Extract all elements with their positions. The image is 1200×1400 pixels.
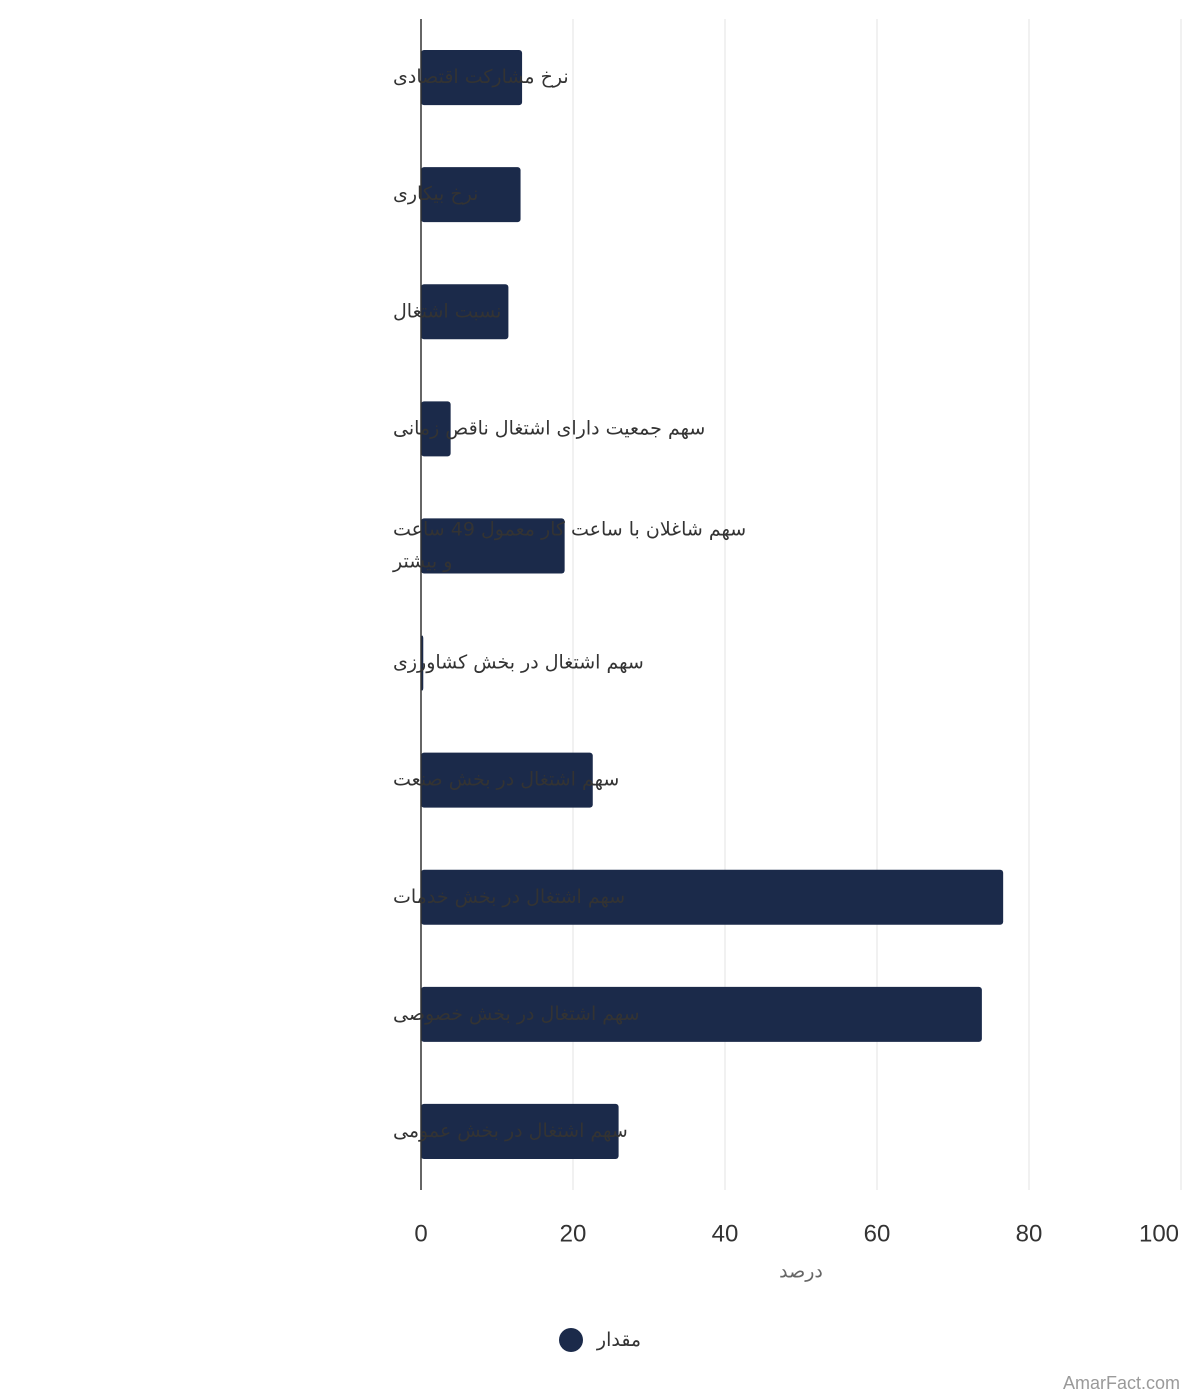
category-label: سهم شاغلان با ساعت کار معمول 49 ساعت <box>393 518 746 540</box>
category-label: نرخ مشارکت اقتصادی <box>393 66 569 88</box>
category-label: نسبت اشتغال <box>393 300 501 322</box>
bar[interactable] <box>421 1103 619 1159</box>
credit-text: AmarFact.com <box>1062 1373 1180 1393</box>
bar[interactable] <box>421 167 521 223</box>
x-tick-label: 100 <box>1139 1220 1179 1247</box>
category-label: سهم اشتغال در بخش صنعت <box>393 769 619 791</box>
legend-label: مقدار <box>596 1329 642 1351</box>
category-label: نرخ بیکاری <box>393 183 478 205</box>
bar[interactable] <box>421 401 451 457</box>
x-tick-label: 40 <box>712 1220 739 1247</box>
x-tick-label: 20 <box>560 1220 587 1247</box>
x-tick-label: 0 <box>414 1220 427 1247</box>
category-label: سهم اشتغال در بخش خصوصی <box>393 1003 640 1025</box>
category-label: سهم اشتغال در بخش عمومی <box>393 1120 628 1142</box>
bar[interactable] <box>421 986 982 1042</box>
category-label: و بیشتر <box>392 550 452 572</box>
x-tick-label: 80 <box>1016 1220 1043 1247</box>
legend[interactable]: مقدار <box>0 1322 1200 1358</box>
legend-marker <box>558 1328 583 1352</box>
bar[interactable] <box>421 869 1004 925</box>
category-label: سهم اشتغال در بخش کشاورزی <box>393 652 644 674</box>
category-label: سهم اشتغال در بخش خدمات <box>393 886 625 908</box>
bar[interactable] <box>421 752 593 808</box>
bar[interactable] <box>421 284 509 340</box>
bar[interactable] <box>421 50 523 106</box>
bar-chart: نرخ مشارکت اقتصادی نرخ بیکاری نسبت اشتغال س… <box>392 19 1182 1283</box>
x-tick-label: 60 <box>864 1220 891 1247</box>
bar[interactable] <box>421 518 565 574</box>
x-axis-title: درصد <box>779 1261 823 1283</box>
category-label: سهم جمعیت دارای اشتغال ناقص زمانی <box>393 417 705 439</box>
